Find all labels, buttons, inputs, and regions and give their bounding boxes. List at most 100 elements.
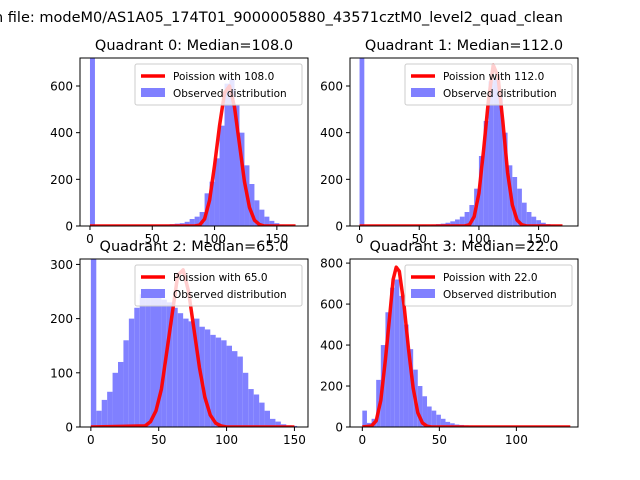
- legend-label-poisson: Poission with 108.0: [173, 71, 274, 83]
- hist-bar: [362, 410, 367, 427]
- legend: Poission with 22.0 Observed distribution: [404, 264, 573, 307]
- hist-bar: [399, 295, 404, 427]
- hist-bar: [112, 372, 118, 427]
- hist-bar: [209, 181, 215, 226]
- hist-bar: [385, 312, 391, 427]
- hist-bar: [128, 318, 135, 427]
- y-tick-label: 300: [50, 258, 73, 272]
- hist-bar: [440, 418, 446, 427]
- axes-frame: [79, 57, 309, 227]
- hist-bar: [229, 79, 235, 226]
- hist-bar: [189, 219, 195, 226]
- legend: Poission with 65.0 Observed distribution: [134, 264, 303, 307]
- hist-bar: [394, 279, 400, 427]
- y-tick-label: 400: [50, 126, 73, 140]
- plot-area-3: [362, 265, 571, 427]
- hist-bar: [249, 184, 255, 226]
- y-tick-label: 400: [320, 339, 343, 353]
- hist-bar: [455, 219, 460, 226]
- hist-bar: [107, 391, 113, 427]
- hist-bar: [237, 356, 243, 427]
- hist-bar: [156, 294, 162, 427]
- hist-bar: [172, 307, 178, 427]
- hist-bar: [194, 318, 200, 427]
- x-tick-label: 100: [467, 232, 490, 246]
- subplot-title: Quadrant 2: Median=65.0: [100, 239, 289, 255]
- hist-bar: [521, 202, 527, 226]
- hist-bar: [270, 418, 276, 427]
- hist-bar: [403, 324, 409, 427]
- hist-bar: [450, 221, 456, 226]
- subplot-0: 0 50 100 150 0 200 400 600 Quadrant 0: Median=10…: [50, 38, 309, 246]
- legend-hist-swatch: [141, 88, 165, 97]
- hist-bar: [254, 200, 260, 226]
- hist-bar: [215, 337, 222, 427]
- y-tick-label: 0: [335, 220, 343, 234]
- hist-bar: [517, 188, 522, 226]
- hist-bar: [166, 302, 173, 427]
- hist-bar: [450, 423, 455, 427]
- x-tick-label: 0: [87, 433, 95, 447]
- y-tick-label: 0: [65, 421, 73, 435]
- hist-bar: [188, 321, 194, 427]
- y-tick-label: 200: [50, 173, 73, 187]
- hist-bar: [422, 396, 428, 427]
- x-tick-label: 0: [356, 232, 364, 246]
- hist-bar: [464, 212, 470, 226]
- subplot-1: 0 50 100 150 0 200 400 600 Quadrant 1: Median=11…: [320, 38, 579, 246]
- hist-bar: [488, 81, 494, 226]
- hist-bar: [536, 220, 541, 226]
- subplot-2: 0 50 100 150 0 100 200 300 Quadrant 2: Median=65…: [50, 239, 309, 447]
- hist-bar: [498, 95, 503, 226]
- hist-bar: [493, 79, 499, 226]
- hist-bar: [210, 334, 216, 427]
- hist-bar: [436, 414, 441, 427]
- legend-box: [134, 63, 303, 106]
- hist-bar: [145, 288, 151, 427]
- subplot-3: 0 50 100 0 200 400 600 800 Quadrant 3: Median=22…: [320, 239, 579, 447]
- hist-bar: [177, 313, 184, 427]
- y-tick-label: 600: [320, 298, 343, 312]
- y-tick-label: 200: [320, 173, 343, 187]
- poisson-line: [362, 265, 571, 427]
- hist-bar: [89, 58, 95, 226]
- hist-bar: [118, 361, 124, 427]
- hist-bar: [90, 259, 97, 427]
- x-tick-label: 100: [215, 433, 238, 447]
- hist-bar: [150, 291, 156, 427]
- hist-bar: [512, 177, 518, 226]
- x-tick-label: 150: [283, 433, 306, 447]
- plot-area-1: [359, 58, 565, 226]
- legend-hist-swatch: [411, 289, 435, 298]
- poisson-line: [89, 84, 296, 226]
- legend-label-poisson: Poission with 22.0: [443, 272, 538, 284]
- x-tick-label: 50: [412, 232, 427, 246]
- hist-bar: [239, 132, 245, 226]
- hist-bar: [408, 349, 414, 427]
- legend-label-observed: Observed distribution: [173, 289, 287, 301]
- hist-bar: [232, 351, 238, 427]
- hist-bar: [134, 307, 140, 427]
- hist-bar: [204, 329, 211, 427]
- hist-bar: [483, 121, 489, 226]
- y-tick-label: 0: [335, 421, 343, 435]
- y-tick-label: 200: [320, 380, 343, 394]
- hist-bar: [275, 421, 281, 427]
- y-tick-label: 400: [320, 126, 343, 140]
- hist-bar: [502, 132, 508, 226]
- x-tick-label: 150: [265, 232, 288, 246]
- hist-bar: [264, 216, 270, 226]
- hist-bar: [224, 83, 230, 226]
- legend-box: [404, 63, 573, 106]
- hist-bar: [234, 104, 240, 226]
- figure-suptitle-text: n file: modeM0/AS1A05_174T01_9000005880_…: [0, 10, 563, 26]
- legend-hist-swatch: [411, 88, 435, 97]
- legend-label-observed: Observed distribution: [443, 88, 557, 100]
- x-tick-label: 0: [359, 433, 367, 447]
- x-tick-label: 150: [527, 232, 550, 246]
- hist-bar: [219, 125, 225, 226]
- y-tick-label: 600: [320, 80, 343, 94]
- legend-label-observed: Observed distribution: [443, 289, 557, 301]
- x-tick-label: 50: [145, 232, 160, 246]
